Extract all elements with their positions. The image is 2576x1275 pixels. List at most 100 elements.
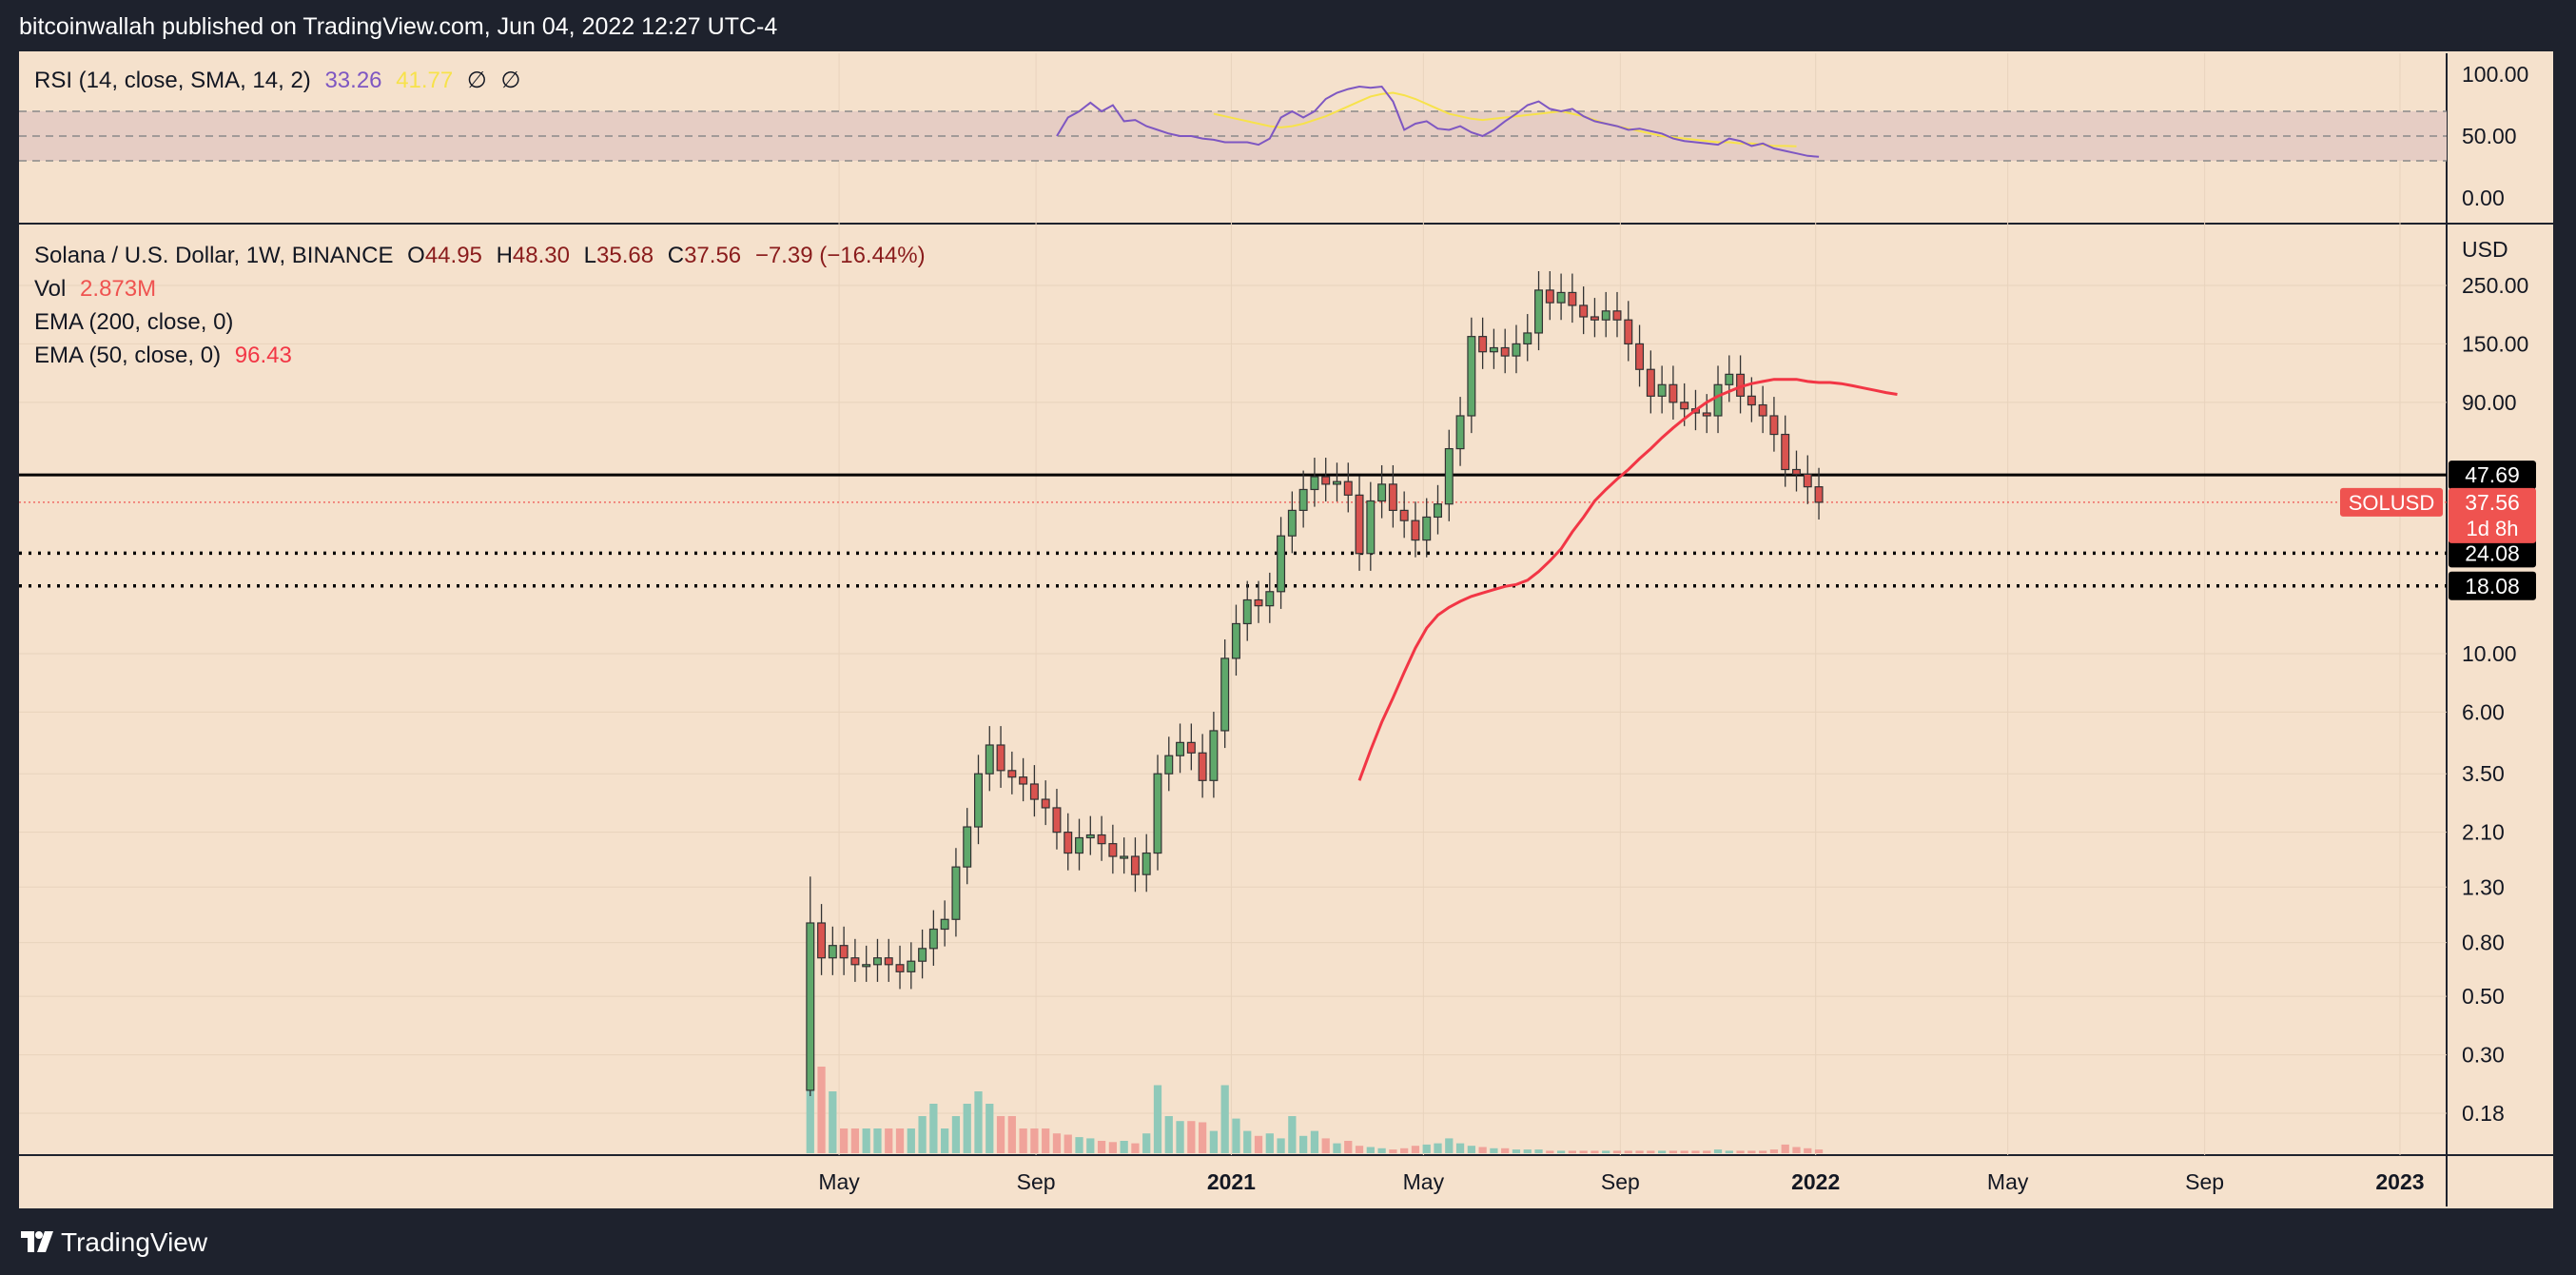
candle-body xyxy=(963,826,972,868)
candle-body xyxy=(1568,291,1577,306)
volume-bar xyxy=(1344,1141,1353,1153)
rsi-line xyxy=(1056,85,1820,158)
candle-body xyxy=(1399,509,1409,521)
volume-bar xyxy=(1288,1116,1297,1153)
price-tick-label: 0.18 xyxy=(2462,1101,2505,1126)
volume-bar xyxy=(1736,1150,1745,1153)
candle-body xyxy=(1444,447,1454,505)
publish-info: bitcoinwallah published on TradingView.c… xyxy=(19,13,778,40)
rsi-label: RSI (14, close, SMA, 14, 2) xyxy=(34,68,311,93)
volume-bar xyxy=(1377,1148,1386,1153)
candle-body xyxy=(1231,622,1240,659)
rsi-scale-label: 100.00 xyxy=(2462,62,2528,87)
candle-body xyxy=(1355,494,1364,555)
candle-body xyxy=(1052,807,1062,834)
volume-bar xyxy=(1512,1149,1521,1153)
candle-body xyxy=(1702,412,1711,417)
volume-bar xyxy=(951,1116,961,1153)
volume-bar xyxy=(1209,1130,1219,1153)
volume-bar xyxy=(1635,1150,1644,1153)
volume-bar xyxy=(817,1067,826,1153)
ema50-label: EMA (50, close, 0) xyxy=(34,343,222,368)
candle-body xyxy=(1075,836,1084,854)
candle-body xyxy=(1277,535,1286,593)
volume-label: Vol xyxy=(34,276,67,302)
volume-bar xyxy=(1612,1150,1622,1153)
volume-value: 2.873M xyxy=(80,276,157,302)
candle-body xyxy=(1041,798,1050,809)
rsi-value: 33.26 xyxy=(324,68,382,93)
last-price-label: 37.56 xyxy=(2465,490,2520,515)
volume-bar xyxy=(850,1128,860,1153)
candle-body xyxy=(996,744,1005,772)
volume-bar xyxy=(1422,1144,1431,1153)
tradingview-logo-icon[interactable] xyxy=(19,1227,55,1256)
countdown-label: 1d 8h xyxy=(2466,517,2518,540)
candle-body xyxy=(940,918,949,931)
candle-body xyxy=(1343,481,1353,496)
candle-body xyxy=(850,957,860,966)
volume-bar xyxy=(840,1128,849,1153)
candle-body xyxy=(1085,834,1095,839)
candle-body xyxy=(1422,516,1432,541)
volume-bar xyxy=(1120,1141,1128,1153)
volume-bar xyxy=(829,1091,837,1153)
rsi-sma-value: 41.77 xyxy=(396,68,454,93)
volume-bar xyxy=(1198,1122,1207,1153)
volume-bar xyxy=(1501,1148,1510,1153)
volume-bar xyxy=(1725,1150,1733,1153)
candle-body xyxy=(907,960,916,972)
price-tick-label: 2.10 xyxy=(2462,820,2505,845)
candle-body xyxy=(1747,395,1756,406)
volume-bar xyxy=(1691,1150,1700,1153)
volume-bar xyxy=(1455,1143,1465,1153)
price-tick-label: 0.80 xyxy=(2462,931,2505,955)
candle-body xyxy=(1164,755,1174,775)
change-value: −7.39 (−16.44%) xyxy=(754,243,926,268)
currency-label: USD xyxy=(2462,237,2508,262)
candle-body xyxy=(1332,481,1341,485)
volume-bar xyxy=(1781,1144,1789,1153)
volume-bar xyxy=(1243,1130,1252,1153)
volume-bar xyxy=(1366,1147,1375,1153)
volume-bar xyxy=(1064,1134,1072,1153)
low-label: L xyxy=(583,243,596,268)
candle-body xyxy=(1523,332,1532,345)
volume-bar xyxy=(1792,1147,1801,1153)
candle-body xyxy=(1455,415,1465,450)
symbol-title: Solana / U.S. Dollar, 1W, BINANCE xyxy=(34,243,394,268)
volume-bar xyxy=(885,1128,893,1153)
candle-body xyxy=(951,866,961,920)
candle-body xyxy=(817,922,827,959)
volume-bar xyxy=(862,1128,870,1153)
candle-body xyxy=(918,948,927,962)
candle-body xyxy=(1478,336,1488,353)
volume-bar xyxy=(1546,1150,1554,1153)
candle-body xyxy=(872,957,882,966)
candle-body xyxy=(1142,852,1151,875)
tradingview-brand[interactable]: TradingView xyxy=(61,1227,208,1257)
volume-bar xyxy=(1176,1121,1184,1153)
candle-body xyxy=(862,964,871,968)
price-tick-label: 250.00 xyxy=(2462,273,2528,298)
volume-bar xyxy=(1400,1148,1409,1153)
symbol-badge-label: SOLUSD xyxy=(2349,491,2434,515)
price-tick-label: 0.30 xyxy=(2462,1043,2505,1068)
volume-bar xyxy=(1534,1149,1543,1153)
volume-bar xyxy=(996,1116,1005,1153)
candle-body xyxy=(1624,319,1633,345)
price-tick-label: 3.50 xyxy=(2462,761,2505,786)
rsi-scale-label: 0.00 xyxy=(2462,186,2505,210)
volume-bar xyxy=(1658,1150,1667,1153)
volume-legend: Vol 2.873M xyxy=(34,276,156,303)
volume-bar xyxy=(1355,1146,1364,1153)
candle-body xyxy=(1769,415,1779,436)
volume-bar xyxy=(974,1091,983,1153)
symbol-legend: Solana / U.S. Dollar, 1W, BINANCE O44.95… xyxy=(34,243,926,269)
candle-body xyxy=(1198,752,1207,781)
price-marker-label: 24.08 xyxy=(2465,540,2520,565)
candle-body xyxy=(1108,843,1118,857)
ema50-line xyxy=(1357,378,1898,781)
volume-bar xyxy=(1075,1137,1083,1153)
